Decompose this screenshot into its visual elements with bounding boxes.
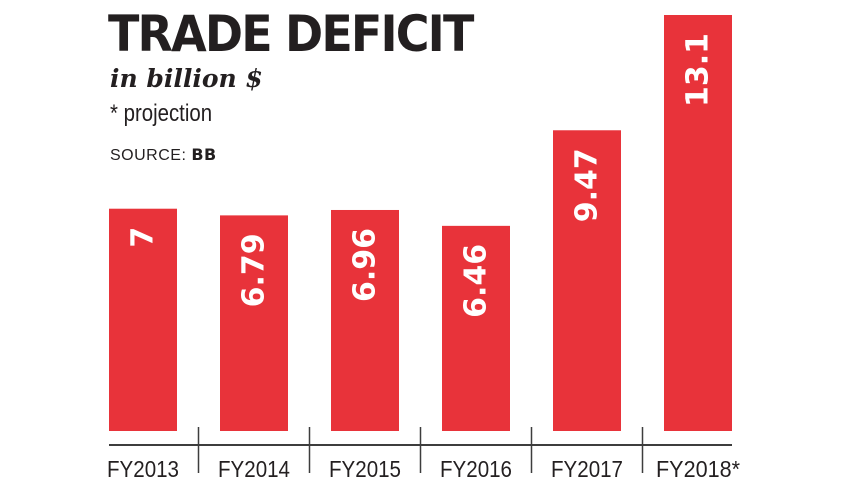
x-tick-label: FY2016 xyxy=(440,456,512,482)
x-tick-label: FY2017 xyxy=(551,456,623,482)
chart-subtitle: in billion $ xyxy=(110,64,263,93)
source-value: BB xyxy=(191,145,217,164)
bar xyxy=(109,208,177,431)
chart-title: TRADE DEFICIT xyxy=(108,5,474,63)
x-tick-label: FY2018* xyxy=(656,456,740,482)
bar-value-label: 7 xyxy=(126,227,161,248)
bar xyxy=(331,209,399,431)
bar-value-label: 6.79 xyxy=(237,233,272,307)
bar-value-label: 13.1 xyxy=(681,33,716,107)
source-line: SOURCE: BB xyxy=(110,145,217,165)
x-tick-label: FY2015 xyxy=(329,456,401,482)
source-label: SOURCE: xyxy=(110,147,187,164)
bar-value-label: 6.96 xyxy=(348,228,383,302)
bar xyxy=(442,225,510,431)
projection-note: * projection xyxy=(110,100,213,127)
x-tick-label: FY2014 xyxy=(218,456,290,482)
bar-value-label: 9.47 xyxy=(570,148,605,222)
bar xyxy=(553,130,621,431)
bar xyxy=(664,15,732,431)
bar xyxy=(220,215,288,431)
x-tick-label: FY2013 xyxy=(107,456,179,482)
bar-value-label: 6.46 xyxy=(459,244,494,318)
